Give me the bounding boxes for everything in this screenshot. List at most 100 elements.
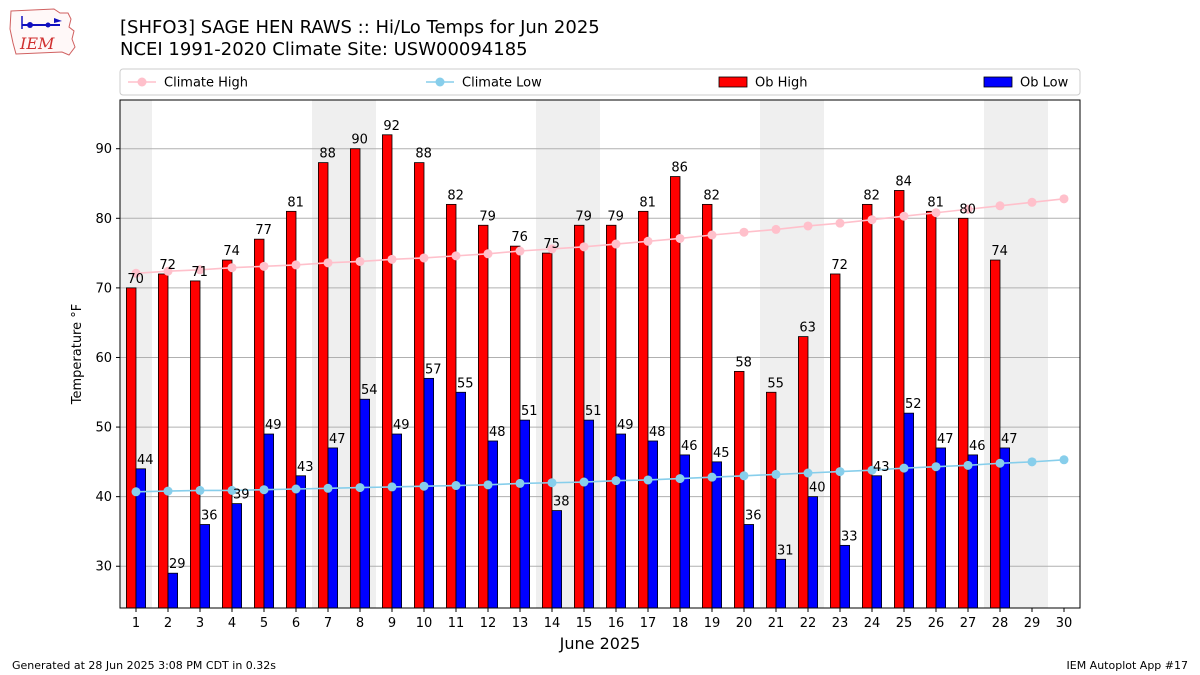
climate-low-point [451, 481, 461, 491]
climate-low-point [163, 486, 173, 496]
ob-high-bar [894, 190, 905, 609]
legend-swatch-marker [137, 77, 147, 87]
ob-low-bar [423, 377, 435, 609]
ob-high-bar [958, 217, 969, 609]
climate-high-point [483, 249, 493, 259]
x-tick-label: 23 [832, 616, 849, 631]
climate-high-point [131, 268, 141, 278]
x-tick-label: 24 [864, 616, 881, 631]
ob-high-bar [862, 203, 873, 609]
climate-low-point [963, 460, 973, 470]
climate-low-point [355, 483, 365, 493]
ob-high-label: 90 [351, 133, 368, 148]
ob-high-label: 71 [191, 265, 208, 280]
ob-low-label: 38 [553, 495, 570, 510]
climate-high-point [739, 227, 749, 237]
x-tick-label: 28 [992, 616, 1009, 631]
climate-high-point [259, 261, 269, 271]
climate-high-point [451, 251, 461, 261]
ob-low-bar [135, 468, 147, 609]
ob-low-label: 57 [425, 362, 442, 377]
ob-low-label: 43 [873, 460, 890, 475]
ob-low-bar [359, 398, 371, 609]
x-tick-label: 25 [896, 616, 913, 631]
ob-high-bar [990, 259, 1001, 609]
ob-low-bar [871, 475, 883, 609]
y-tick-label: 80 [95, 212, 112, 227]
ob-low-label: 46 [681, 439, 698, 454]
ob-low-bar [231, 503, 243, 609]
x-tick-label: 6 [292, 616, 300, 631]
ob-low-label: 47 [329, 432, 346, 447]
app-footer: IEM Autoplot App #17 [1066, 659, 1189, 672]
x-tick-label: 9 [388, 616, 396, 631]
weekend-band [568, 100, 600, 608]
ob-low-label: 47 [1001, 432, 1018, 447]
ob-low-bar [743, 524, 755, 609]
climate-low-point [675, 474, 685, 484]
climate-high-point [707, 230, 717, 240]
ob-low-bar [647, 440, 659, 609]
ob-low-label: 49 [617, 418, 634, 433]
ob-low-label: 48 [489, 425, 506, 440]
x-tick-label: 16 [608, 616, 625, 631]
y-tick-label: 40 [95, 490, 112, 505]
climate-low-line [135, 458, 1065, 493]
ob-high-bar [477, 224, 489, 609]
climate-low-point [483, 480, 493, 490]
climate-low-point [515, 478, 525, 488]
climate-low-point [195, 485, 205, 495]
climate-low-point [227, 485, 237, 495]
y-tick-label: 90 [95, 142, 112, 157]
climate-low-point [547, 478, 557, 488]
x-tick-label: 20 [736, 616, 753, 631]
x-tick-label: 22 [800, 616, 817, 631]
ob-low-bar [775, 558, 787, 609]
ob-high-bar [606, 224, 617, 609]
climate-high-point [515, 246, 525, 256]
ob-high-label: 92 [383, 119, 400, 134]
legend-swatch-bar [983, 76, 1013, 88]
chart-subtitle: NCEI 1991-2020 Climate Site: USW00094185 [120, 39, 528, 60]
ob-high-bar [349, 148, 361, 609]
climate-high-point [547, 244, 557, 254]
climate-high-point [291, 260, 301, 270]
weekend-band [536, 100, 568, 608]
ob-high-label: 63 [799, 321, 816, 336]
x-tick-label: 1 [132, 616, 140, 631]
climate-low-point [1027, 457, 1037, 467]
ob-high-label: 81 [287, 195, 304, 210]
climate-high-point [355, 256, 365, 266]
ob-low-bar [327, 447, 339, 609]
ob-low-label: 52 [905, 397, 922, 412]
ob-low-bar [807, 496, 819, 609]
x-tick-label: 8 [356, 616, 364, 631]
ob-high-label: 70 [127, 272, 144, 287]
ob-low-bar [615, 433, 627, 609]
weekend-band [312, 100, 344, 608]
climate-low-point [931, 462, 941, 472]
ob-low-bar [999, 447, 1011, 609]
ob-low-bar [583, 419, 595, 609]
x-tick-label: 10 [416, 616, 433, 631]
y-tick-label: 30 [95, 560, 112, 575]
ob-high-label: 75 [543, 237, 560, 252]
ob-low-label: 31 [777, 543, 794, 558]
climate-high-point [771, 224, 781, 234]
ob-high-bar [157, 273, 169, 609]
ob-low-label: 46 [969, 439, 986, 454]
ob-high-bar [574, 224, 585, 609]
ob-high-label: 88 [415, 147, 432, 162]
y-tick-label: 70 [95, 281, 112, 296]
ob-low-bar [487, 440, 499, 609]
climate-high-point [163, 266, 173, 276]
ob-high-label: 80 [959, 202, 976, 217]
y-tick-label: 60 [95, 351, 112, 366]
climate-high-point [387, 254, 397, 264]
ob-low-label: 49 [393, 418, 410, 433]
ob-low-bar [263, 433, 275, 609]
ob-low-bar [199, 524, 211, 609]
ob-low-label: 33 [841, 529, 858, 544]
ob-high-label: 72 [831, 258, 848, 273]
ob-low-label: 29 [169, 557, 186, 572]
